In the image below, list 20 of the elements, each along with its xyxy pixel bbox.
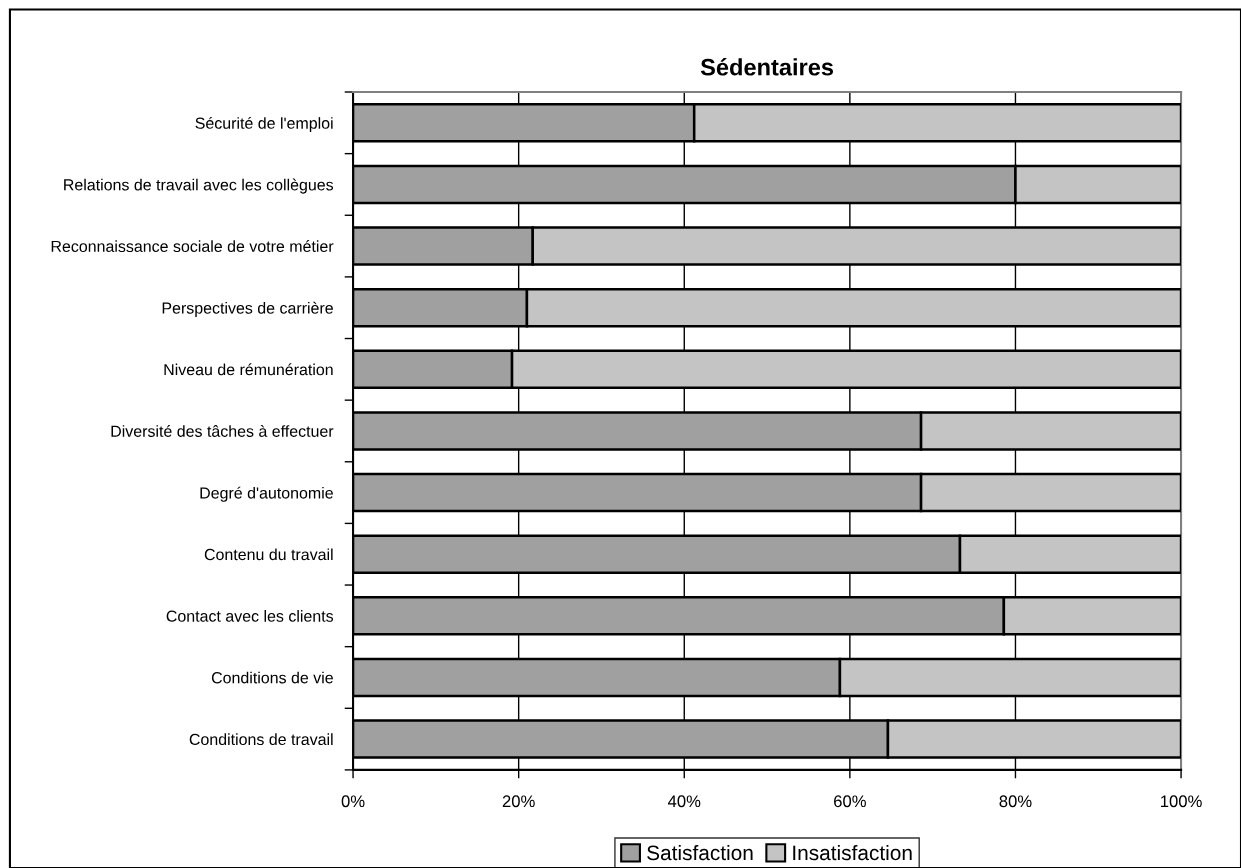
x-tick-label: 0% <box>341 795 365 808</box>
y-tick-label: Perspectives de carrière <box>162 301 333 317</box>
y-tick-label: Niveau de rémunération <box>164 363 333 376</box>
legend-label: Insatisfaction <box>793 844 912 861</box>
y-tick-label: Reconnaissance sociale de votre métier <box>51 240 334 253</box>
y-tick-label: Relations de travail avec les collègues <box>64 178 334 194</box>
chart-title: Sédentaires <box>700 58 834 76</box>
y-tick-label: Contenu du travail <box>204 548 333 561</box>
x-tick-label: 60% <box>834 795 866 808</box>
legend-label: Satisfaction <box>647 844 753 861</box>
x-tick-label: 100% <box>1161 795 1202 808</box>
y-tick-label: Conditions de travail <box>189 733 333 746</box>
y-tick-label: Degré d'autonomie <box>200 486 333 502</box>
y-tick-label: Diversité des tâches à effectuer <box>111 424 334 437</box>
x-tick-label: 20% <box>502 795 535 808</box>
x-tick-label: 40% <box>667 795 701 808</box>
y-tick-label: Conditions de vie <box>211 671 333 684</box>
x-tick-label: 80% <box>999 795 1032 808</box>
y-tick-label: Sécurité de l'emploi <box>195 116 333 133</box>
y-tick-label: Contact avec les clients <box>166 610 334 622</box>
